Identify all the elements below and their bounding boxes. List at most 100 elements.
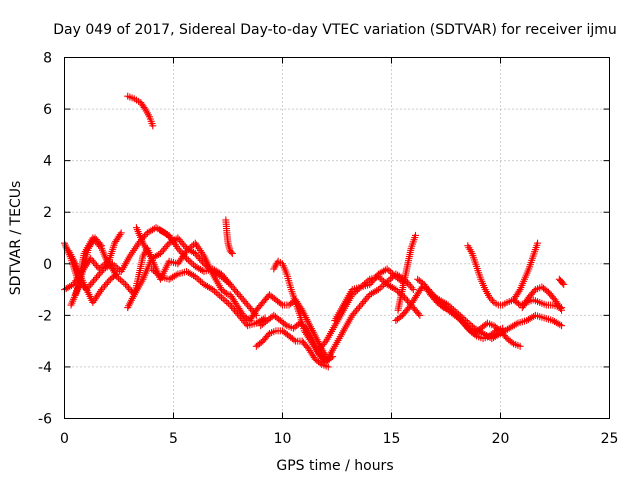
data-point-interp (151, 268, 159, 276)
data-point (200, 260, 208, 268)
axis-ticks: 0 5 10 15 20 25 -6 -4 -2 0 2 4 6 8 (38, 51, 618, 448)
data-point (383, 265, 391, 273)
data-point-interp (471, 331, 479, 339)
data-point-interp (556, 321, 564, 329)
data-point-interp (455, 310, 463, 318)
x-tick-label: 20 (492, 431, 510, 447)
data-point-interp (380, 281, 388, 289)
data-point-interp (92, 262, 100, 270)
y-tick-label: 0 (43, 257, 52, 273)
data-point-interp (99, 284, 107, 292)
data-point-interp (458, 313, 466, 321)
data-point (95, 265, 103, 273)
data-point (122, 280, 130, 288)
data-point-interp (212, 289, 220, 297)
data-points (61, 92, 568, 371)
data-point-interp (140, 232, 148, 240)
x-tick-label: 0 (60, 431, 69, 447)
data-point-interp (318, 342, 326, 350)
data-point-interp (290, 336, 298, 344)
data-point-interp (177, 237, 185, 245)
data-point (156, 249, 164, 257)
data-point-interp (316, 344, 324, 352)
y-tick-label: 4 (43, 154, 52, 170)
data-point (98, 286, 106, 294)
data-point-interp (378, 282, 386, 290)
data-point-interp (103, 279, 111, 287)
data-point-interp (223, 277, 231, 285)
data-point (560, 280, 568, 288)
data-point-interp (463, 318, 471, 326)
grid (64, 57, 610, 419)
data-point (357, 301, 365, 309)
data-point (411, 231, 419, 239)
data-point-interp (460, 315, 468, 323)
x-tick-label: 10 (274, 431, 292, 447)
data-point-interp (180, 241, 188, 249)
data-point-interp (236, 292, 244, 300)
data-point-interp (559, 279, 567, 287)
data-point (558, 306, 566, 314)
data-point-interp (193, 274, 201, 282)
data-point (348, 311, 356, 319)
data-point-interp (361, 296, 369, 304)
y-tick-label: 2 (43, 205, 52, 221)
data-point-interp (369, 277, 377, 285)
data-point-interp (178, 239, 186, 247)
data-point-interp (153, 270, 161, 278)
data-point (209, 286, 217, 294)
data-point-interp (356, 303, 364, 311)
data-point-interp (186, 258, 194, 266)
data-point-interp (184, 256, 192, 264)
data-point (462, 317, 470, 325)
data-point-interp (512, 320, 520, 328)
plot-frame (64, 57, 610, 419)
data-point-interp (220, 274, 228, 282)
data-point-interp (467, 321, 475, 329)
data-point (444, 301, 452, 309)
data-point-interp (180, 251, 188, 259)
data-point-interp (277, 300, 285, 308)
data-point-interp (408, 284, 416, 292)
data-point (91, 275, 99, 283)
data-point-interp (223, 298, 231, 306)
data-point-interp (214, 290, 222, 298)
y-axis-label: SDTVAR / TECUs (8, 181, 24, 296)
data-point-interp (197, 277, 205, 285)
data-point (244, 301, 252, 309)
data-point-interp (194, 253, 202, 261)
data-point-interp (403, 279, 411, 287)
x-axis-label: GPS time / hours (276, 458, 393, 474)
data-point (383, 278, 391, 286)
data-point-interp (224, 299, 232, 307)
y-tick-label: 6 (43, 102, 52, 118)
data-point-interp (245, 303, 253, 311)
data-point-interp (177, 248, 185, 256)
data-point-interp (232, 287, 240, 295)
data-point-interp (126, 286, 134, 294)
x-tick-label: 25 (601, 431, 619, 447)
data-point (516, 342, 524, 350)
data-point-interp (91, 260, 99, 268)
data-point-interp (378, 276, 386, 284)
data-point-interp (556, 304, 564, 312)
data-point-interp (222, 275, 230, 283)
data-point (366, 280, 374, 288)
data-point-interp (161, 244, 169, 252)
data-point-interp (155, 271, 163, 279)
data-point (324, 363, 332, 371)
data-point-interp (247, 304, 255, 312)
data-point-interp (446, 303, 454, 311)
y-tick-label: -2 (38, 308, 52, 324)
data-point (98, 242, 106, 250)
data-point (217, 293, 225, 301)
y-tick-label: 8 (43, 51, 52, 67)
data-point-interp (515, 287, 523, 295)
data-point (226, 280, 234, 288)
data-point-interp (90, 277, 98, 285)
data-point-interp (99, 262, 107, 270)
data-point-interp (111, 271, 119, 279)
data-point (183, 255, 191, 263)
